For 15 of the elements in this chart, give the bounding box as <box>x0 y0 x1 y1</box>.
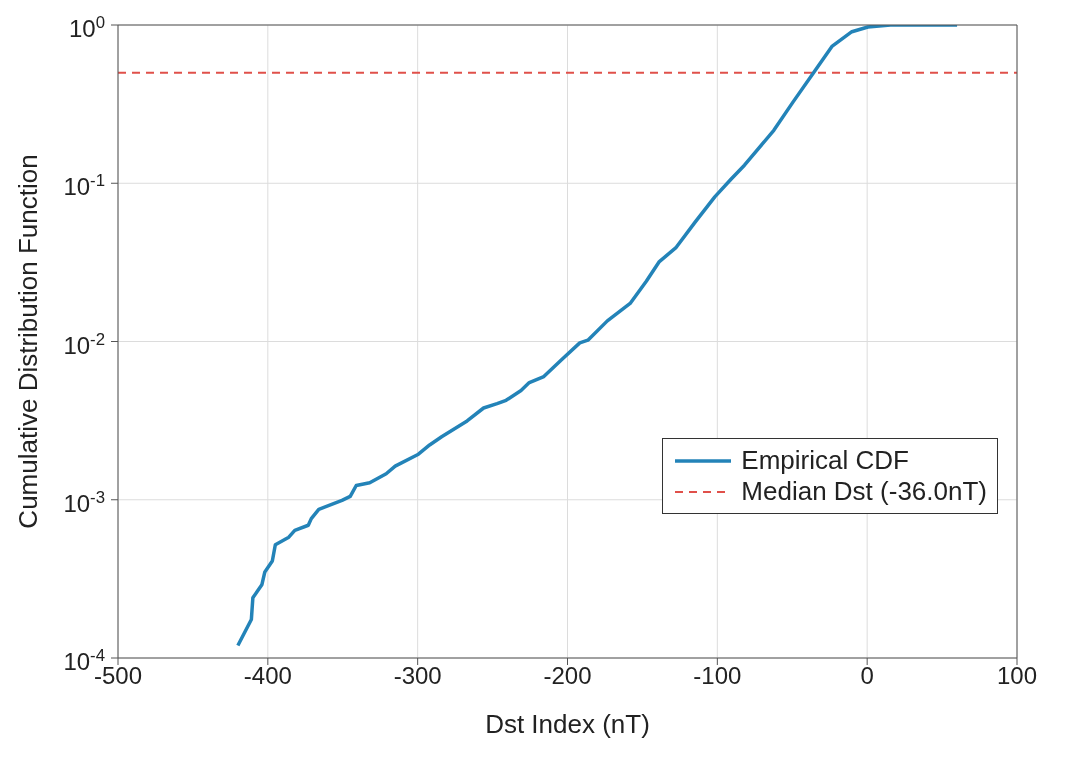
y-tick-label: 10$^{-1}$ <box>63 170 105 201</box>
x-tick-label: -200 <box>543 662 592 690</box>
x-tick-label: -500 <box>93 662 143 690</box>
y-tick-label: 10$^{-3}$ <box>63 487 105 517</box>
y-tick-label: 10$^{0}$ <box>68 12 105 42</box>
x-tick-label: -400 <box>243 662 292 690</box>
legend-label: Empirical CDF <box>741 445 909 476</box>
x-tick-label: 0 <box>860 662 874 690</box>
legend-label: Median Dst (-36.0nT) <box>741 476 987 507</box>
x-axis-title: Dst Index (nT) <box>485 709 650 739</box>
x-tick-label: 100 <box>996 662 1038 690</box>
y-tick-label: 10$^{-2}$ <box>63 329 105 359</box>
y-axis-title: Cumulative Distribution Function <box>13 154 44 529</box>
x-tick-label: -100 <box>693 662 742 690</box>
x-tick-label: -300 <box>393 662 442 690</box>
